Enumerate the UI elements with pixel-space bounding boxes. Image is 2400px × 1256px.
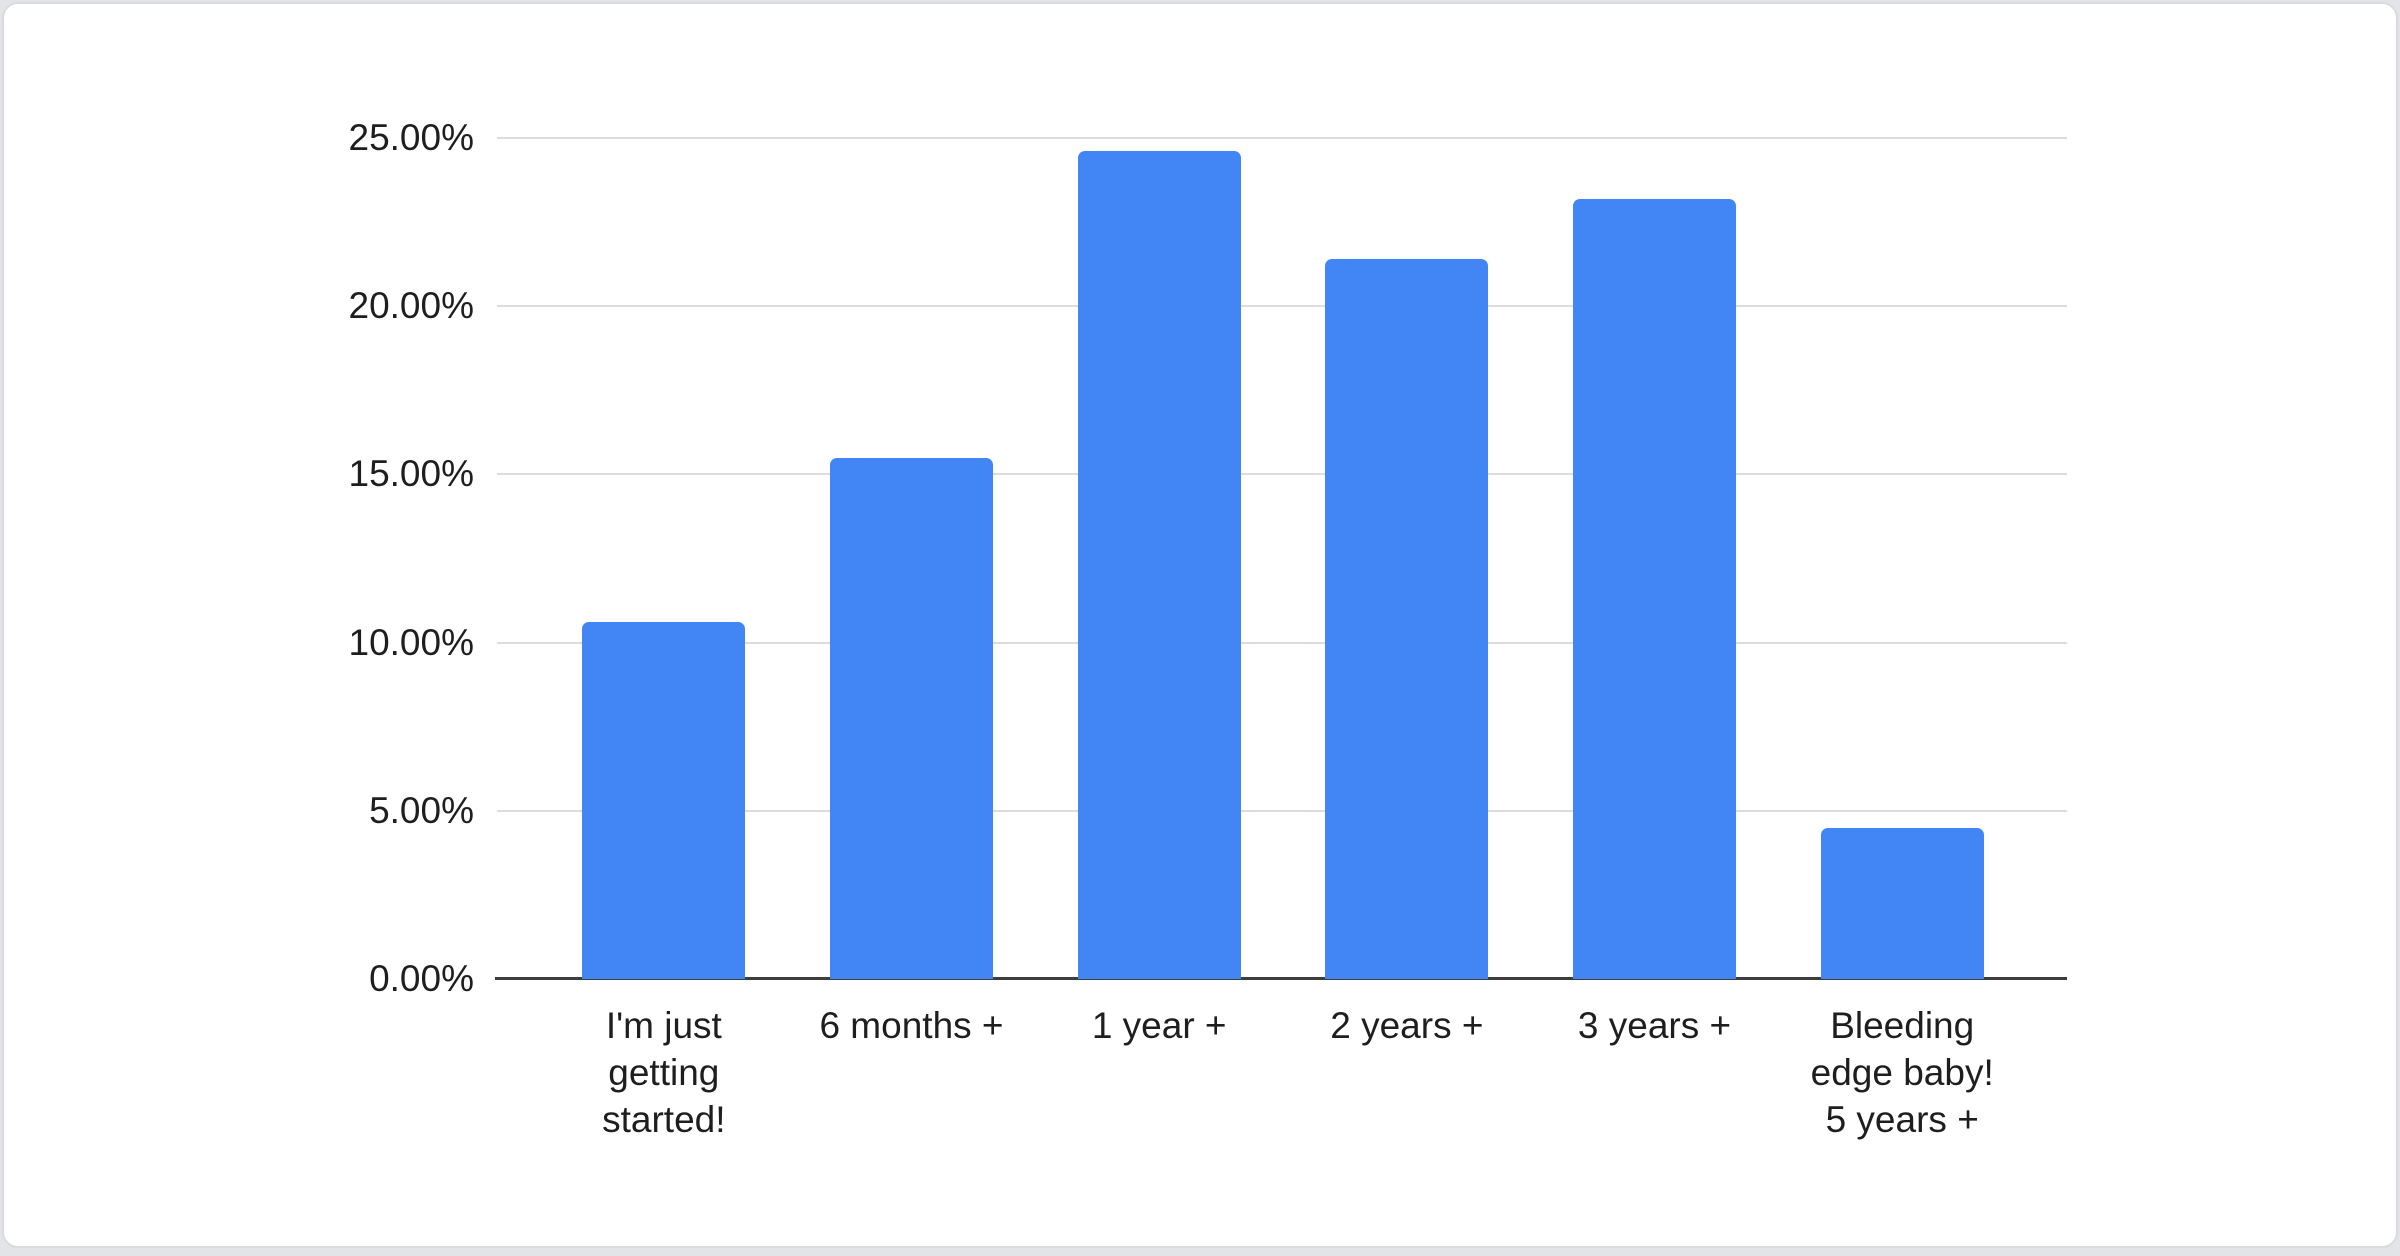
bar-5[interactable] (1573, 198, 1737, 979)
gridline (497, 473, 2067, 476)
y-axis-tick-label: 20.00% (348, 285, 475, 327)
bar-slot (788, 138, 1036, 979)
plot-area (497, 137, 2067, 979)
gridline (497, 305, 2067, 308)
gridline (497, 809, 2067, 812)
bar-slot (1035, 138, 1283, 979)
bar-slot (1283, 138, 1531, 979)
y-axis-tick-label: 10.00% (348, 621, 475, 663)
bar-2[interactable] (830, 457, 993, 979)
gridline (497, 641, 2067, 644)
y-axis-tick-label: 0.00% (369, 958, 474, 999)
bar-slot (1778, 138, 2026, 979)
gridline (497, 137, 2067, 139)
bar-4[interactable] (1325, 259, 1489, 979)
bar-3[interactable] (1077, 151, 1241, 979)
x-axis-category-label: 6 months + (819, 1005, 1004, 1046)
bar-1[interactable] (582, 622, 746, 979)
x-axis-labels: I'm just getting started! 6 months + 1 yea… (540, 1002, 2026, 1143)
y-axis-tick-label: 15.00% (348, 453, 475, 495)
bars-container (540, 138, 2026, 979)
y-axis-tick-label: 5.00% (369, 789, 474, 831)
bar-slot (540, 138, 788, 979)
bar-6[interactable] (1820, 827, 1984, 979)
x-axis-line (495, 977, 2067, 980)
x-axis-category-label: Bleeding edge baby! 5 years + (1810, 1005, 1994, 1140)
x-axis-category-label: 1 year + (1091, 1005, 1227, 1046)
x-axis-category-label: I'm just getting started! (602, 1005, 726, 1140)
x-axis-category-label: 3 years + (1577, 1005, 1732, 1046)
bar-slot (1531, 138, 1779, 979)
y-axis-tick-label: 25.00% (348, 117, 475, 158)
x-axis-category-label: 2 years + (1330, 1005, 1484, 1046)
y-axis-labels: 0.00% 5.00% 10.00% 15.00% 20.00% 25.00% (0, 117, 475, 999)
